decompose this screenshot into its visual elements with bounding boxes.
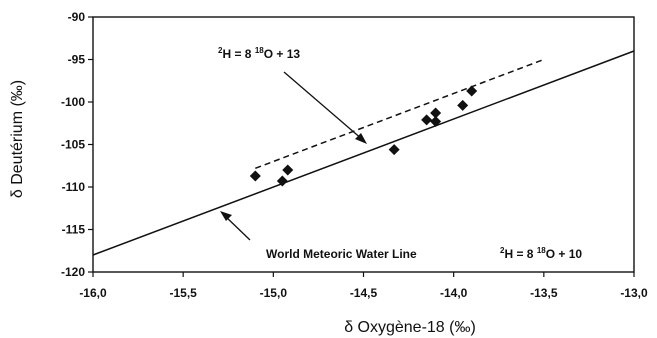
data-point bbox=[276, 175, 288, 187]
y-tick-label: -105 bbox=[61, 138, 85, 152]
y-tick-label: -115 bbox=[62, 223, 86, 237]
wmwl-equation: 2H = 8 18O + 10 bbox=[500, 246, 582, 261]
y-axis-title: δ Deutérium (‰) bbox=[9, 80, 26, 198]
y-tick-label: -120 bbox=[61, 265, 85, 279]
data-point bbox=[282, 164, 294, 176]
wmwl-eq-part-2: O + 10 bbox=[546, 247, 583, 261]
local-eq-part-1: H = 8 bbox=[222, 47, 254, 61]
data-point bbox=[466, 85, 478, 97]
plot-frame bbox=[92, 16, 635, 273]
regression-lines bbox=[92, 50, 635, 256]
x-tick-label: -13,0 bbox=[620, 286, 648, 300]
data-point bbox=[421, 114, 433, 126]
local-eq-part-2: O + 13 bbox=[264, 47, 301, 61]
data-point bbox=[457, 99, 469, 111]
data-point bbox=[430, 107, 442, 119]
data-point bbox=[249, 170, 261, 182]
x-tick-label: -15,0 bbox=[260, 286, 288, 300]
local-eq-sup-18: 18 bbox=[255, 46, 264, 55]
wmwl-label: World Meteoric Water Line bbox=[266, 247, 417, 261]
local-eq-sup-2: 2 bbox=[218, 46, 223, 55]
y-tick-label: -95 bbox=[68, 53, 86, 67]
x-tick-label: -13,5 bbox=[530, 286, 558, 300]
wmwl-line bbox=[92, 50, 635, 256]
x-axis: -16,0 -15,5 -15,0 -14,5 -14,0 -13,5 -13,0 bbox=[79, 272, 648, 300]
y-tick-label: -90 bbox=[68, 10, 86, 24]
wmwl-eq-sup-2: 2 bbox=[500, 246, 505, 255]
y-tick-label: -110 bbox=[62, 180, 86, 194]
wmwl-eq-part-1: H = 8 bbox=[504, 247, 536, 261]
wmwl-arrow bbox=[220, 211, 251, 241]
y-tick-label: -100 bbox=[61, 95, 85, 109]
x-tick-label: -15,5 bbox=[169, 286, 197, 300]
x-tick-label: -14,5 bbox=[350, 286, 378, 300]
plot-area-border bbox=[92, 16, 635, 273]
local-line-label: 2H = 8 18O + 13 bbox=[218, 46, 300, 61]
data-points bbox=[249, 85, 478, 187]
local-line bbox=[255, 58, 545, 170]
data-point bbox=[388, 144, 400, 156]
x-axis-title: δ Oxygène-18 (‰) bbox=[344, 319, 476, 336]
wmwl-eq-sup-18: 18 bbox=[537, 246, 546, 255]
x-tick-label: -14,0 bbox=[440, 286, 468, 300]
y-axis: -90 -95 -100 -105 -110 -115 -120 bbox=[61, 10, 93, 279]
local-line-arrow bbox=[283, 71, 367, 144]
x-tick-label: -16,0 bbox=[79, 286, 107, 300]
data-point bbox=[430, 116, 442, 128]
